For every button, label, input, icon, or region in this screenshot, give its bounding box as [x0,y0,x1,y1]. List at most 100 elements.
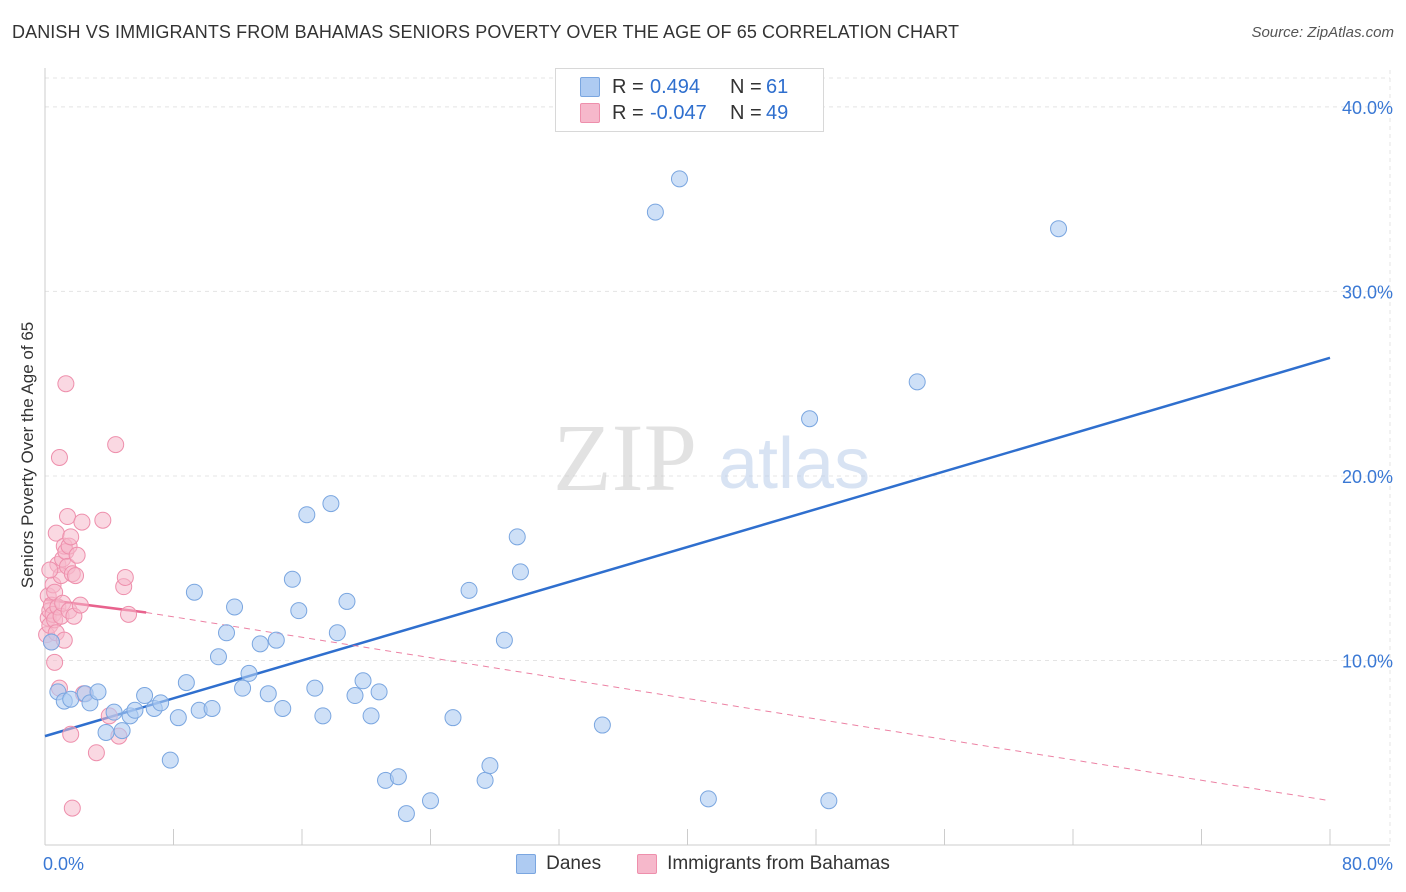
danes-swatch [580,77,600,97]
r-value: 0.494 [650,75,701,98]
danes-point [240,664,258,682]
y-tick-label: 30.0% [1342,282,1393,302]
bahamas-swatch [637,854,658,874]
danes-point [389,768,407,786]
danes-point [274,699,292,717]
danes-point [1050,220,1068,238]
x-tick-label-min: 0.0% [43,854,84,874]
danes-point [511,563,529,581]
r-label: R = [612,75,644,98]
bahamas-point [107,436,125,454]
danes-point [338,592,356,610]
y-tick-label: 20.0% [1342,467,1393,487]
danes-point [476,771,494,789]
danes-point [298,506,316,524]
watermark: ZIP atlas [553,404,870,511]
danes-point [354,672,372,690]
danes-point [126,701,144,719]
bahamas-point [94,511,112,529]
axes [44,68,1390,846]
danes-point [161,751,179,769]
bahamas-trendline-dashed [146,612,1331,802]
y-tick-label: 40.0% [1342,98,1393,118]
danes-point [322,495,340,513]
watermark-atlas: atlas [718,424,870,504]
danes-point [593,716,611,734]
danes-point [226,598,244,616]
bahamas-point [120,605,138,623]
danes-point [259,685,277,703]
r-value: -0.047 [650,101,707,124]
danes-point [646,203,664,221]
bahamas-point [63,799,81,817]
y-tick-label: 10.0% [1342,651,1393,671]
danes-point [209,648,227,666]
n-value: 49 [766,101,789,124]
y-axis-title: Seniors Poverty Over the Age of 65 [18,322,37,588]
bahamas-point [71,596,89,614]
danes-point [508,528,526,546]
danes-point [328,624,346,642]
series-bahamas [38,375,138,817]
y-axis-label: Seniors Poverty Over the Age of 65 [18,322,37,588]
danes-point [346,687,364,705]
bahamas-point [67,567,85,585]
danes-swatch [516,854,537,874]
danes-point [801,410,819,428]
stats-legend: R = 0.494 N = 61 R = -0.047 N = 49 [555,68,824,132]
r-label: R = [612,101,644,124]
danes-point [460,581,478,599]
danes-point [218,624,236,642]
n-label: N = [730,101,762,124]
legend-row-danes: R = 0.494 N = 61 [580,75,788,99]
legend-label-bahamas: Immigrants from Bahamas [667,853,890,874]
legend-item-danes[interactable]: Danes [516,853,601,875]
bahamas-point [41,561,59,579]
danes-point [314,707,332,725]
danes-point [185,583,203,601]
danes-point [203,699,221,717]
x-tick-label-max: 80.0% [1342,854,1393,874]
danes-point [113,722,131,740]
danes-point [397,805,415,823]
bahamas-point [87,744,105,762]
watermark-zip: ZIP [553,404,697,511]
source-label: Source: ZipAtlas.com [1251,24,1394,41]
bahamas-swatch [580,103,600,123]
danes-point [290,602,308,620]
legend-item-bahamas[interactable]: Immigrants from Bahamas [637,853,890,875]
danes-point [908,373,926,391]
danes-point [481,757,499,775]
n-value: 61 [766,75,789,98]
danes-point [62,690,80,708]
series-legend: Danes Immigrants from Bahamas [0,853,1406,875]
bahamas-point [50,449,68,466]
legend-row-bahamas: R = -0.047 N = 49 [580,101,788,125]
danes-trendline [44,356,1331,738]
danes-point [267,631,285,649]
bahamas-point [73,513,91,531]
danes-point [670,170,688,188]
danes-point [283,570,301,588]
danes-point [495,631,513,649]
danes-point [169,709,187,727]
danes-point [234,679,252,697]
series-danes [42,170,1068,823]
danes-point [97,723,115,741]
danes-point [152,694,170,712]
bahamas-point [58,508,76,526]
bahamas-point [116,568,134,586]
danes-point [820,792,838,810]
danes-point [251,635,269,653]
bahamas-point [46,653,64,671]
n-label: N = [730,75,762,98]
bahamas-point [62,725,80,743]
bahamas-point [68,546,86,564]
danes-point [444,709,462,727]
chart-title: DANISH VS IMMIGRANTS FROM BAHAMAS SENIOR… [12,22,960,42]
bahamas-point [57,375,75,393]
bahamas-point [62,528,80,546]
danes-point [699,790,717,808]
tick-labels: 10.0% 20.0% 30.0% 40.0% 0.0% 80.0% [43,98,1393,874]
